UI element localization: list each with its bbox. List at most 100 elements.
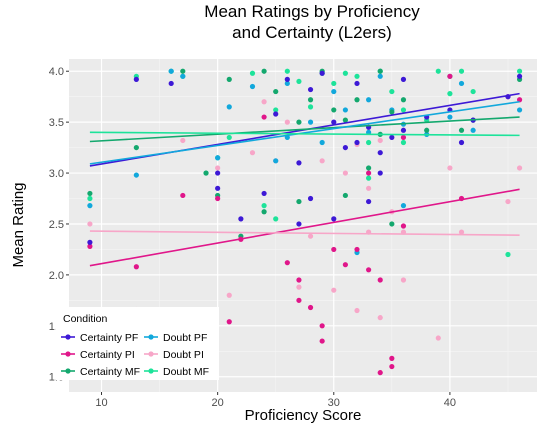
certainty-pi-point: [342, 262, 348, 268]
doubt-pf-point: [458, 80, 465, 87]
certainty-pi-point: [366, 267, 372, 273]
doubt-pi-point: [400, 277, 407, 283]
certainty-pf-point: [389, 134, 395, 141]
doubt-mf-point: [505, 251, 511, 258]
certainty-mf-point: [307, 97, 314, 103]
certainty-pi-point: [377, 277, 383, 283]
certainty-pi-point: [296, 277, 302, 283]
doubt-pf-point: [366, 97, 372, 103]
certainty-mf-point: [342, 117, 348, 123]
certainty-pi-point: [87, 243, 93, 249]
certainty-pi-point: [400, 223, 407, 229]
certainty-pf-legend-marker: [65, 334, 71, 340]
certainty-pi-point: [226, 319, 232, 325]
certainty-pf-point: [296, 221, 302, 227]
certainty-pf-point: [354, 139, 360, 146]
certainty-pf-point: [458, 139, 465, 146]
doubt-pi-point: [226, 292, 232, 298]
doubt-pi-point: [516, 165, 523, 171]
fit-lines: [89, 92, 520, 267]
certainty-pf-point: [342, 144, 348, 151]
certainty-pi-legend-marker: [65, 351, 71, 357]
certainty-mf-point: [389, 221, 395, 227]
certainty-mf-point: [354, 97, 360, 103]
certainty-mf-point: [424, 127, 430, 133]
data-points: [87, 68, 523, 376]
doubt-mf-point: [389, 88, 395, 95]
doubt-mf-point: [273, 216, 279, 222]
certainty-pf-point: [377, 170, 383, 176]
doubt-mf-point: [470, 88, 476, 95]
x-tick-label: 30: [328, 397, 340, 409]
doubt-mf-point: [226, 134, 232, 141]
doubt-pi-legend-marker: [148, 351, 154, 357]
certainty-pi-legend-label: Certainty PI: [80, 349, 135, 361]
doubt-mf-point: [273, 107, 279, 113]
certainty-pi-point: [319, 323, 325, 329]
doubt-mf-point: [284, 68, 290, 74]
certainty-pf-point: [400, 76, 407, 82]
doubt-mf-fit-line: [89, 131, 520, 137]
certainty-pi-point: [389, 363, 395, 370]
doubt-mf-point: [249, 70, 256, 76]
certainty-pi-point: [296, 297, 302, 303]
legend-background: [56, 307, 219, 380]
doubt-mf-point: [307, 104, 314, 110]
doubt-pi-point: [447, 165, 453, 171]
doubt-mf-point: [261, 203, 267, 209]
doubt-pi-point: [458, 229, 465, 235]
certainty-pf-point: [238, 216, 244, 222]
certainty-pf-point: [366, 198, 372, 205]
certainty-mf-point: [133, 144, 139, 151]
certainty-pf-point: [87, 239, 93, 245]
certainty-pf-point: [319, 70, 325, 76]
doubt-mf-legend-label: Doubt MF: [163, 366, 209, 378]
certainty-pi-point: [261, 114, 267, 120]
certainty-pf-point: [168, 80, 174, 87]
doubt-pf-point: [215, 155, 221, 161]
doubt-mf-legend-marker: [148, 368, 154, 374]
doubt-pf-point: [470, 127, 476, 133]
certainty-mf-point: [389, 109, 395, 115]
certainty-pf-point: [133, 76, 139, 82]
certainty-pi-point: [284, 260, 290, 266]
doubt-mf-point: [516, 68, 523, 74]
doubt-pi-fit-line: [89, 230, 520, 236]
certainty-mf-legend-marker: [65, 368, 71, 374]
doubt-pi-point: [215, 165, 221, 171]
doubt-pi-point: [319, 158, 325, 164]
certainty-pi-point: [331, 246, 337, 253]
doubt-pf-point: [331, 88, 337, 95]
doubt-mf-point: [87, 195, 93, 202]
certainty-mf-point: [366, 165, 372, 171]
legend-title: Condition: [63, 313, 108, 325]
doubt-pi-point: [377, 315, 383, 321]
y-tick-label: 3.5: [49, 117, 64, 129]
doubt-pf-point: [273, 158, 279, 164]
certainty-pf-point: [273, 111, 279, 117]
certainty-mf-point: [342, 192, 348, 199]
doubt-pf-point: [447, 114, 453, 120]
doubt-pf-point: [249, 83, 256, 90]
doubt-mf-point: [366, 175, 372, 181]
doubt-pi-point: [296, 284, 302, 290]
certainty-pi-point: [215, 195, 221, 202]
certainty-mf-point: [377, 68, 383, 74]
doubt-pf-point: [133, 172, 139, 178]
doubt-pi-point: [261, 99, 267, 105]
doubt-pf-fit-line: [89, 100, 520, 165]
doubt-pf-point: [319, 139, 325, 146]
certainty-mf-point: [273, 88, 279, 95]
doubt-pf-legend-label: Doubt PF: [163, 332, 207, 344]
doubt-pi-point: [505, 198, 511, 205]
x-tick-label: 20: [212, 397, 224, 409]
doubt-pi-point: [435, 335, 441, 341]
certainty-mf-fit-line: [89, 116, 520, 143]
x-tick-label: 10: [95, 397, 107, 409]
doubt-mf-point: [342, 70, 348, 76]
doubt-pi-point: [284, 119, 290, 125]
certainty-pi-point: [447, 73, 453, 79]
y-tick-label: 2.0: [49, 270, 64, 282]
doubt-mf-point: [296, 78, 302, 85]
